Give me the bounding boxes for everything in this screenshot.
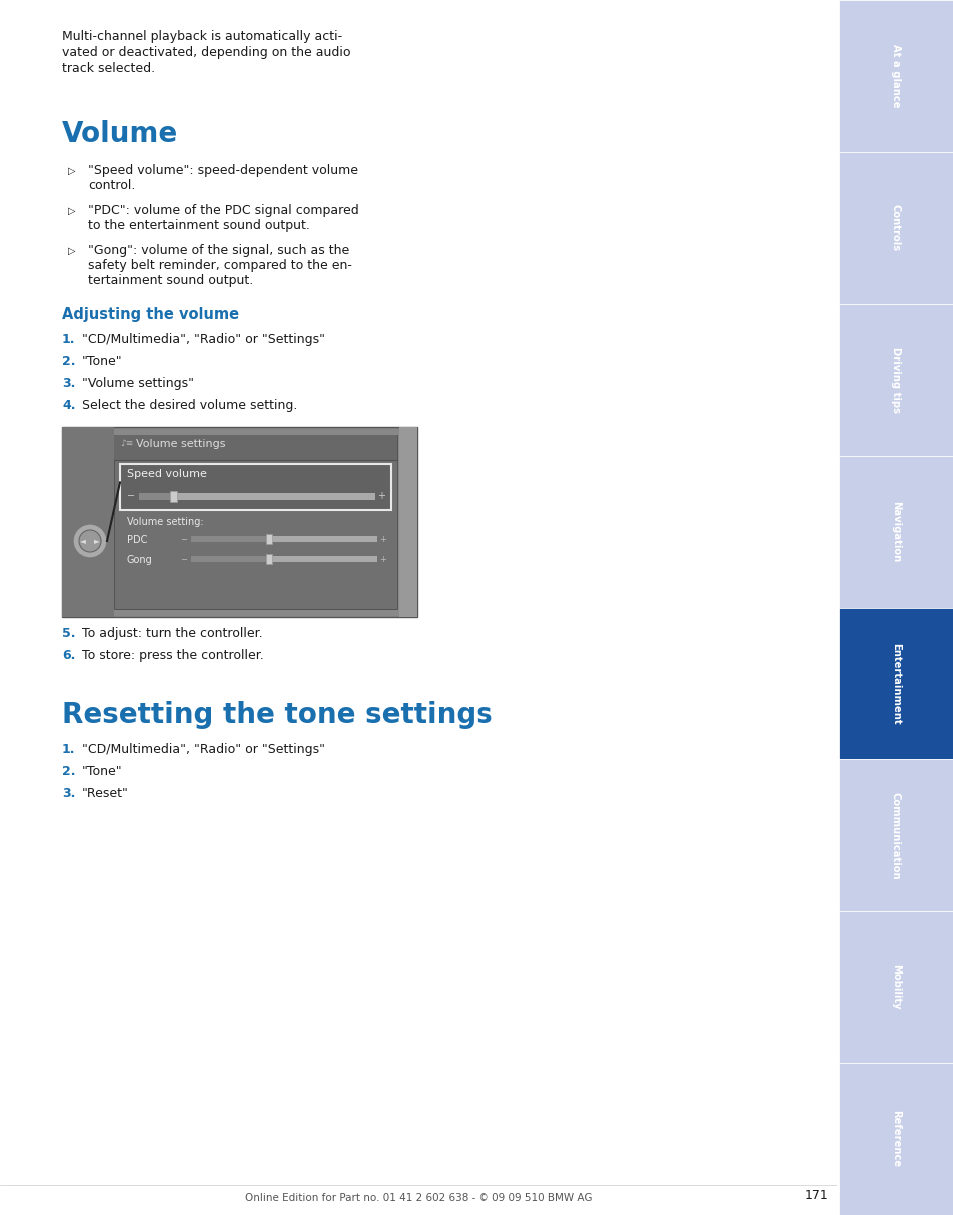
Text: +: + [376, 491, 385, 501]
Text: 6.: 6. [62, 649, 75, 662]
Text: ◄: ◄ [80, 537, 86, 546]
Text: to the entertainment sound output.: to the entertainment sound output. [88, 219, 310, 232]
Text: 2.: 2. [62, 355, 75, 368]
Bar [113, 435, 396, 609]
Text: "Gong": volume of the signal, such as the: "Gong": volume of the signal, such as th… [88, 244, 349, 258]
Bar [266, 554, 272, 564]
Bar [139, 493, 375, 501]
Text: Volume: Volume [62, 120, 178, 148]
Text: track selected.: track selected. [62, 62, 155, 75]
Text: "Tone": "Tone" [82, 765, 123, 778]
Text: To adjust: turn the controller.: To adjust: turn the controller. [82, 627, 262, 640]
Text: Driving tips: Driving tips [890, 346, 900, 413]
Bar [62, 426, 113, 617]
Text: safety belt reminder, compared to the en-: safety belt reminder, compared to the en… [88, 259, 352, 272]
Text: +: + [378, 535, 385, 544]
Text: Speed volume: Speed volume [127, 469, 207, 479]
Bar [837, 456, 953, 608]
Text: 1.: 1. [62, 744, 75, 756]
Bar [837, 911, 953, 1063]
Text: "Speed volume": speed-dependent volume: "Speed volume": speed-dependent volume [88, 164, 357, 177]
Text: ▷: ▷ [68, 166, 75, 176]
Text: +: + [378, 555, 385, 564]
Text: Volume settings: Volume settings [136, 439, 225, 450]
Text: "CD/Multimedia", "Radio" or "Settings": "CD/Multimedia", "Radio" or "Settings" [82, 333, 325, 346]
Bar [837, 152, 953, 304]
Text: Online Edition for Part no. 01 41 2 602 638 - © 09 09 510 BMW AG: Online Edition for Part no. 01 41 2 602 … [245, 1193, 592, 1203]
Bar [398, 426, 416, 617]
Text: control.: control. [88, 179, 135, 192]
Text: Navigation: Navigation [890, 501, 900, 563]
Bar [837, 608, 953, 759]
Text: Communication: Communication [890, 791, 900, 880]
Circle shape [79, 530, 101, 552]
Text: "CD/Multimedia", "Radio" or "Settings": "CD/Multimedia", "Radio" or "Settings" [82, 744, 325, 756]
Bar [837, 304, 953, 456]
Text: 4.: 4. [62, 399, 75, 412]
Text: ▷: ▷ [68, 245, 75, 256]
Bar [139, 493, 174, 501]
Text: ♪≡: ♪≡ [120, 439, 133, 448]
Text: −: − [127, 491, 135, 501]
Text: At a glance: At a glance [890, 44, 900, 108]
Text: Controls: Controls [890, 204, 900, 252]
Text: "PDC": volume of the PDC signal compared: "PDC": volume of the PDC signal compared [88, 204, 358, 217]
Bar [191, 556, 376, 563]
Text: tertainment sound output.: tertainment sound output. [88, 275, 253, 287]
Text: To store: press the controller.: To store: press the controller. [82, 649, 263, 662]
Bar [837, 1063, 953, 1215]
Text: −: − [180, 555, 187, 564]
Text: "Reset": "Reset" [82, 787, 129, 799]
Bar [266, 535, 272, 544]
Text: Mobility: Mobility [890, 965, 900, 1010]
Text: 2.: 2. [62, 765, 75, 778]
Text: 5.: 5. [62, 627, 75, 640]
Text: Multi-channel playback is automatically acti-: Multi-channel playback is automatically … [62, 30, 342, 43]
Text: Gong: Gong [127, 555, 152, 565]
Text: 3.: 3. [62, 377, 75, 390]
Text: Adjusting the volume: Adjusting the volume [62, 307, 239, 322]
Bar [62, 426, 416, 617]
Circle shape [73, 524, 107, 558]
Text: "Tone": "Tone" [82, 355, 123, 368]
Text: PDC: PDC [127, 535, 147, 546]
Bar [120, 464, 391, 510]
Text: Select the desired volume setting.: Select the desired volume setting. [82, 399, 297, 412]
Text: −: − [180, 535, 187, 544]
Text: ▷: ▷ [68, 207, 75, 216]
Text: Reference: Reference [890, 1111, 900, 1168]
Text: "Volume settings": "Volume settings" [82, 377, 193, 390]
Bar [837, 759, 953, 911]
Bar [837, 0, 953, 152]
Bar [191, 536, 269, 542]
Text: 1.: 1. [62, 333, 75, 346]
Text: ►: ► [94, 537, 100, 546]
Text: 3.: 3. [62, 787, 75, 799]
Bar [171, 491, 177, 502]
Bar [113, 435, 396, 460]
Bar [191, 536, 376, 542]
Text: Resetting the tone settings: Resetting the tone settings [62, 701, 493, 729]
Text: Volume setting:: Volume setting: [127, 518, 203, 527]
Text: vated or deactivated, depending on the audio: vated or deactivated, depending on the a… [62, 46, 350, 60]
Text: Entertainment: Entertainment [890, 643, 900, 724]
Bar [191, 556, 269, 563]
Text: 171: 171 [803, 1189, 827, 1202]
